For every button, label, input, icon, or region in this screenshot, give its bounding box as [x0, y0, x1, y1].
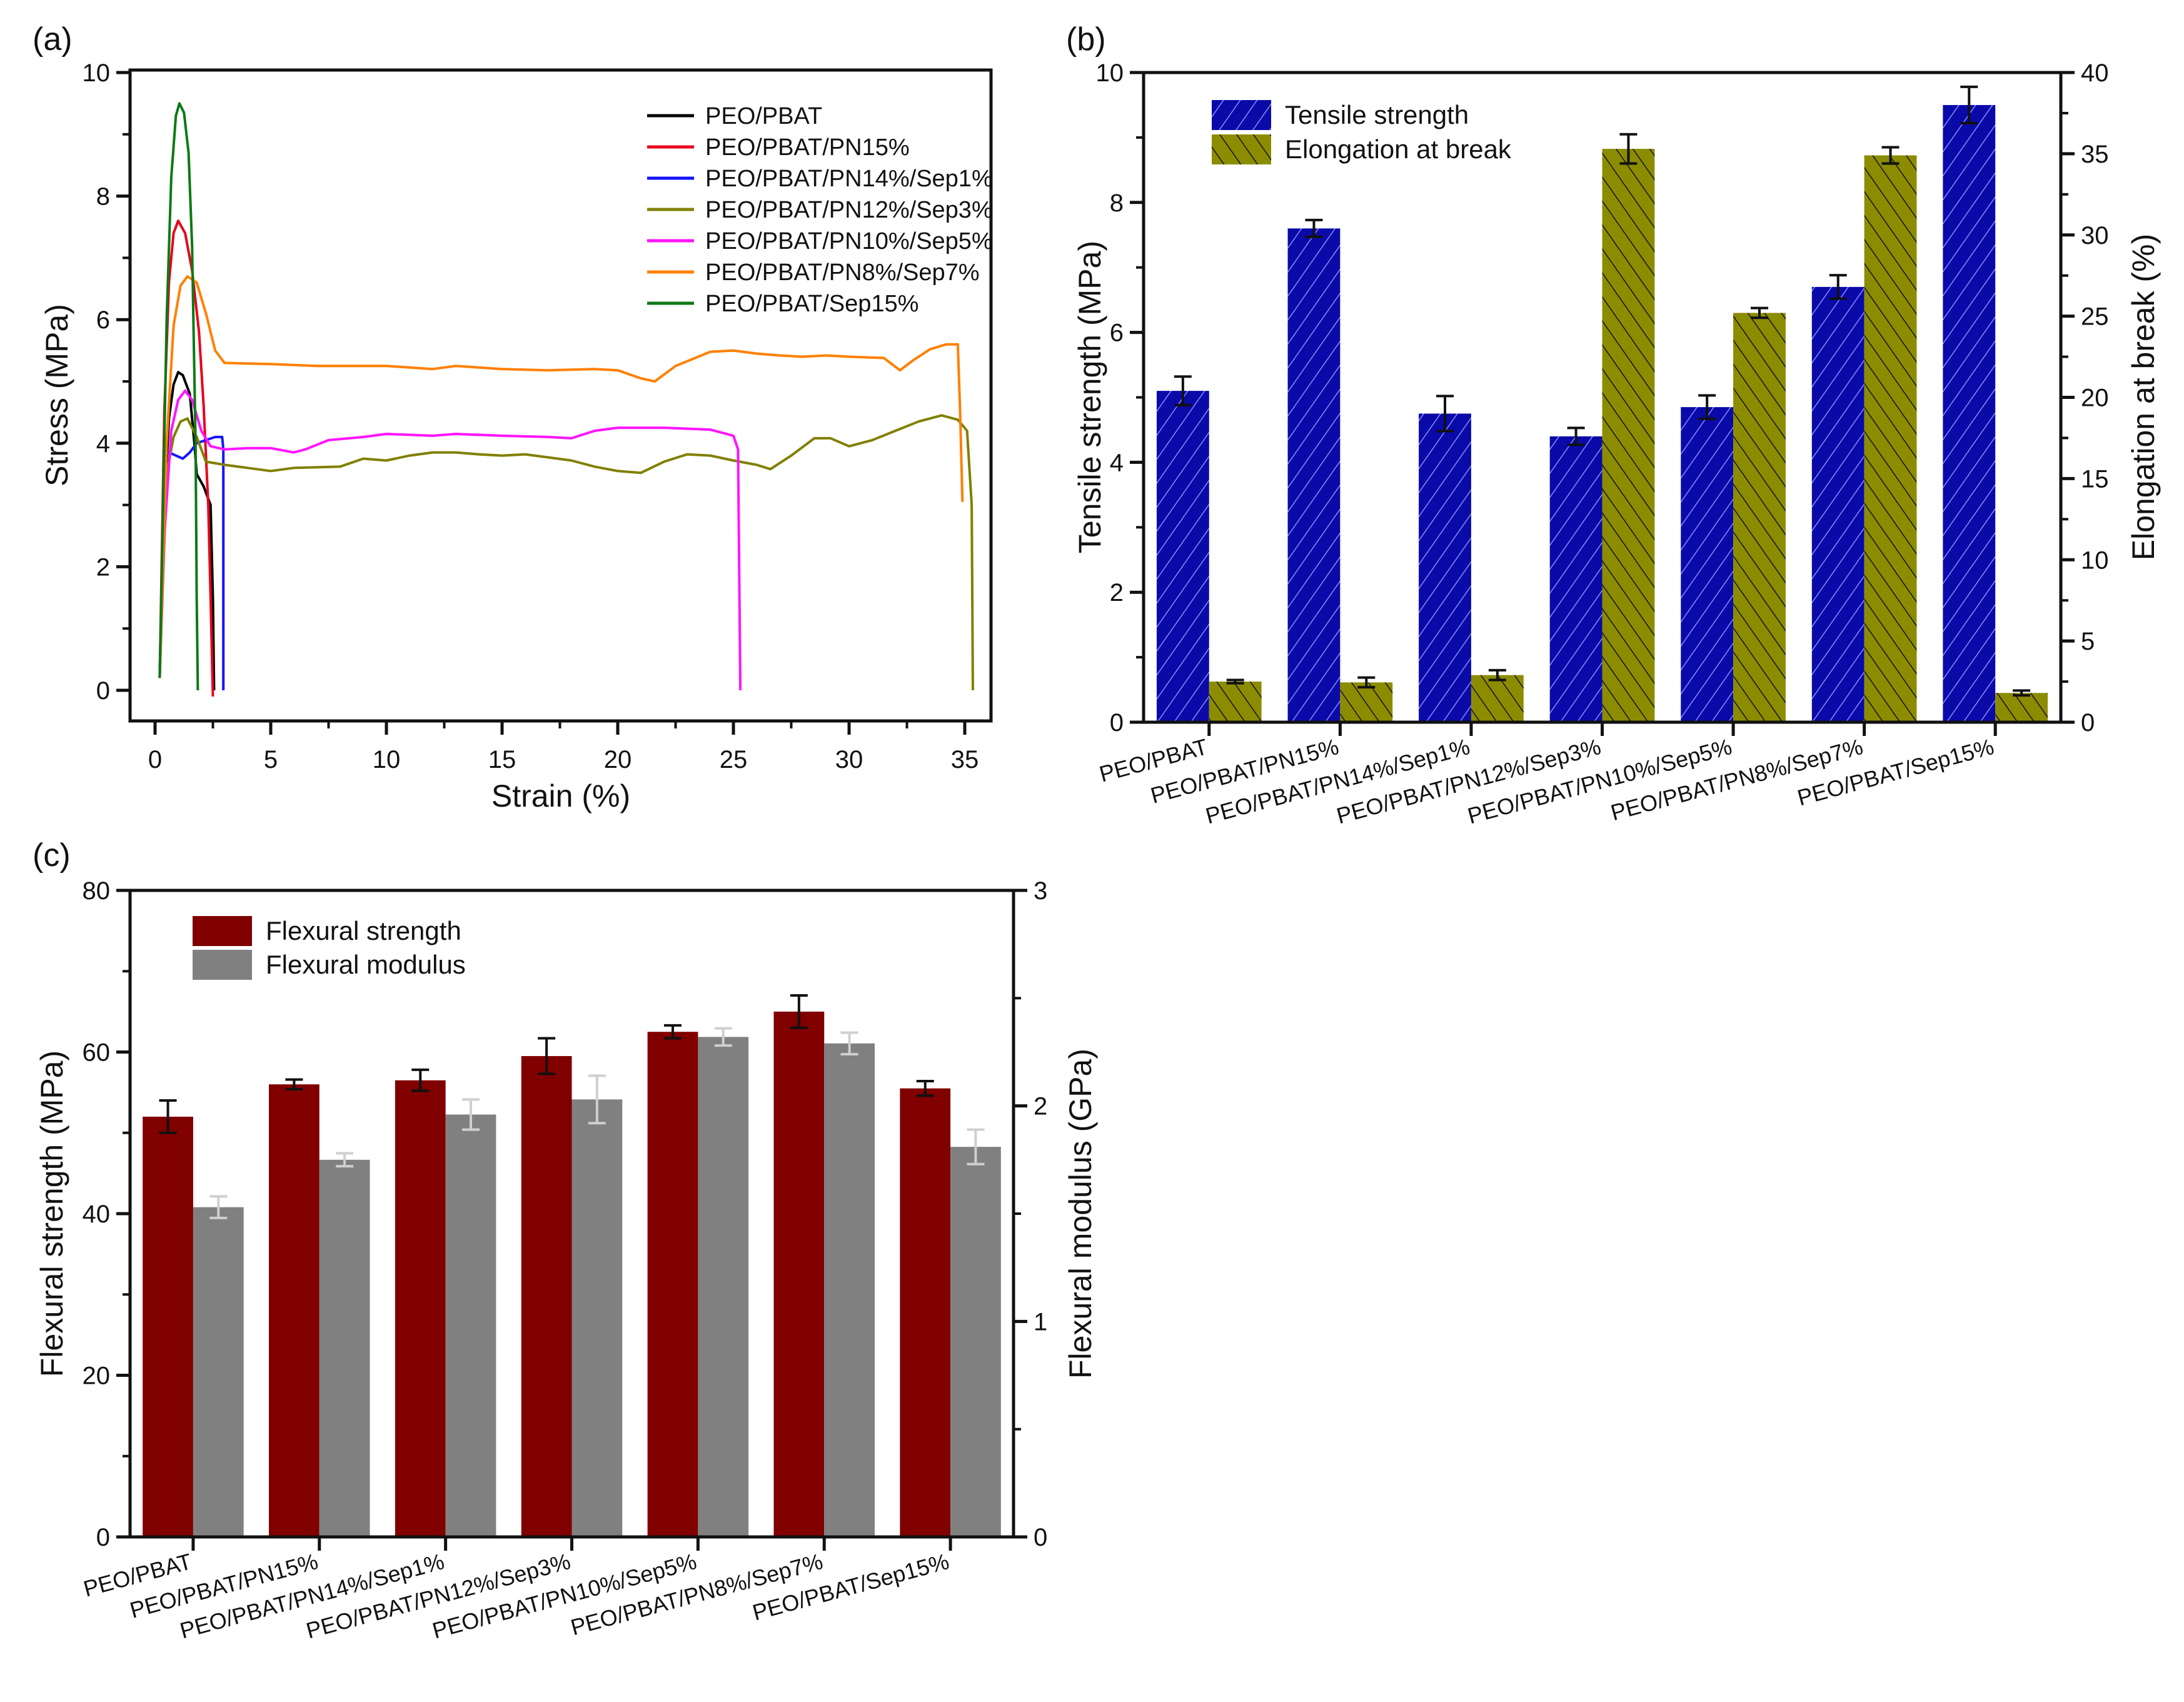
- legend-label-a: PEO/PBAT/PN15%: [705, 134, 910, 161]
- y-tick-label-left: 0: [1110, 709, 1124, 737]
- x-axis-title-a: Strain (%): [491, 778, 630, 813]
- bar-1-1: [1602, 149, 1655, 722]
- y-tick-label-a: 10: [83, 59, 111, 87]
- bar-2-1: [824, 1043, 875, 1537]
- y-tick-label-left: 20: [83, 1362, 111, 1390]
- y-tick-label-left: 10: [1096, 59, 1124, 87]
- y2-axis-title-c: Flexural modulus (GPa): [1063, 1049, 1098, 1379]
- series-line-7: [158, 102, 199, 691]
- legend-swatch: [193, 950, 252, 980]
- y-tick-label-right: 3: [1034, 877, 1047, 905]
- bar-1-0: [1681, 407, 1734, 722]
- y-tick-label-right: 15: [2081, 465, 2109, 493]
- bar-2-0: [773, 1011, 825, 1537]
- legend-label-a: PEO/PBAT: [705, 103, 822, 129]
- bar-1-0: [1943, 104, 1996, 722]
- y-tick-label-right: 10: [2081, 546, 2109, 574]
- series-line-5: [158, 389, 742, 691]
- y-tick-label-left: 0: [96, 1524, 110, 1551]
- legend-label-a: PEO/PBAT/PN10%/Sep5%: [705, 228, 993, 254]
- bar-1-1: [1209, 682, 1262, 722]
- panel-a-stress-strain: (a) 0 5 10 15 20 25 30 35 0 2 4 6 8 10 PEO/PBAT PEO/PB…: [33, 21, 993, 813]
- y-tick-label-right: 0: [2081, 709, 2095, 737]
- legend-label: Elongation at break: [1285, 134, 1512, 164]
- y-tick-label-right: 30: [2081, 222, 2109, 249]
- legend-swatch: [193, 916, 252, 946]
- bar-1-0: [1549, 436, 1603, 722]
- x-tick-label-a: 10: [373, 746, 401, 773]
- y-tick-label-a: 0: [96, 677, 110, 705]
- y-axis-title-a: Stress (MPa): [39, 304, 74, 486]
- legend-swatch: [1212, 134, 1271, 164]
- bar-2-1: [319, 1159, 370, 1537]
- bar-2-1: [698, 1037, 749, 1537]
- y-tick-label-right: 35: [2081, 141, 2109, 168]
- bar-2-0: [395, 1080, 446, 1537]
- bar-2-0: [521, 1055, 572, 1537]
- y-tick-label-left: 80: [83, 877, 111, 905]
- panel-label-a: (a): [33, 21, 73, 58]
- bar-1-0: [1287, 228, 1341, 722]
- bar-1-0: [1811, 286, 1864, 722]
- legend-label-a: PEO/PBAT/PN8%/Sep7%: [705, 259, 980, 286]
- legend-label: Flexural modulus: [266, 950, 466, 979]
- y-tick-label-right: 40: [2081, 59, 2109, 87]
- bar-2-1: [950, 1147, 1001, 1537]
- x-tick-label-a: 0: [148, 746, 162, 773]
- legend-label: Tensile strength: [1285, 100, 1469, 129]
- bar-2-1: [571, 1099, 623, 1537]
- y-tick-label-left: 6: [1110, 320, 1124, 347]
- bar-1-0: [1419, 413, 1471, 722]
- bar-1-1: [1995, 693, 2048, 722]
- y-tick-label-right: 20: [2081, 385, 2109, 412]
- y-tick-label-right: 25: [2081, 303, 2109, 331]
- bar-1-1: [1340, 682, 1393, 722]
- y-tick-label-left: 2: [1110, 579, 1124, 607]
- y2-axis-title-b: Elongation at break (%): [2126, 234, 2161, 561]
- y-axis-title-c: Flexural strength (MPa): [34, 1050, 69, 1377]
- bar-1-0: [1156, 391, 1209, 722]
- y-tick-label-left: 4: [1110, 449, 1124, 476]
- panel-c-flexural: (c) PEO/PBATPEO/PBAT/PN15%PEO/PBAT/PN14%…: [33, 837, 1098, 1643]
- panel-label-b: (b): [1066, 21, 1106, 58]
- y-axis-title-b: Tensile strength (MPa): [1072, 241, 1107, 553]
- legend-swatch: [1212, 100, 1271, 130]
- panel-b-tensile: (b) PEO/PBATPEO/PBAT/PN15%PEO/PBAT/PN14%…: [1066, 21, 2161, 828]
- legend-label-a: PEO/PBAT/Sep15%: [705, 291, 918, 317]
- y-tick-label-a: 2: [96, 553, 110, 581]
- bar-2-1: [445, 1114, 496, 1537]
- y-tick-label-right: 2: [1034, 1093, 1047, 1120]
- y-tick-label-a: 8: [96, 183, 110, 211]
- x-tick-label-a: 30: [835, 746, 863, 773]
- series-line-6: [158, 275, 964, 678]
- y-tick-label-a: 6: [96, 306, 110, 334]
- bar-2-0: [143, 1116, 193, 1537]
- y-tick-label-left: 40: [83, 1201, 111, 1228]
- bar-1-1: [1864, 155, 1917, 722]
- bar-1-1: [1733, 313, 1786, 722]
- y-tick-label-left: 60: [83, 1039, 111, 1067]
- legend-label-a: PEO/PBAT/PN12%/Sep3%: [705, 197, 993, 223]
- legend-label: Flexural strength: [266, 916, 461, 945]
- y-tick-label-right: 0: [1034, 1524, 1047, 1551]
- x-tick-label-a: 35: [951, 746, 979, 773]
- y-tick-label-right: 1: [1034, 1308, 1047, 1336]
- y-tick-label-right: 5: [2081, 628, 2095, 655]
- y-tick-label-left: 8: [1110, 189, 1124, 217]
- x-tick-label-a: 25: [720, 746, 748, 773]
- bar-2-0: [269, 1084, 320, 1537]
- panel-label-c: (c): [33, 837, 71, 874]
- y-tick-label-a: 4: [96, 430, 110, 458]
- series-line-4: [158, 414, 974, 691]
- bar-2-1: [193, 1207, 244, 1537]
- bar-2-0: [647, 1032, 698, 1537]
- x-tick-label-a: 20: [604, 746, 632, 773]
- legend-label-a: PEO/PBAT/PN14%/Sep1%: [705, 166, 993, 192]
- bar-1-1: [1471, 675, 1524, 722]
- x-tick-label-a: 5: [264, 746, 278, 773]
- x-tick-label-a: 15: [488, 746, 516, 773]
- bar-2-0: [900, 1088, 951, 1537]
